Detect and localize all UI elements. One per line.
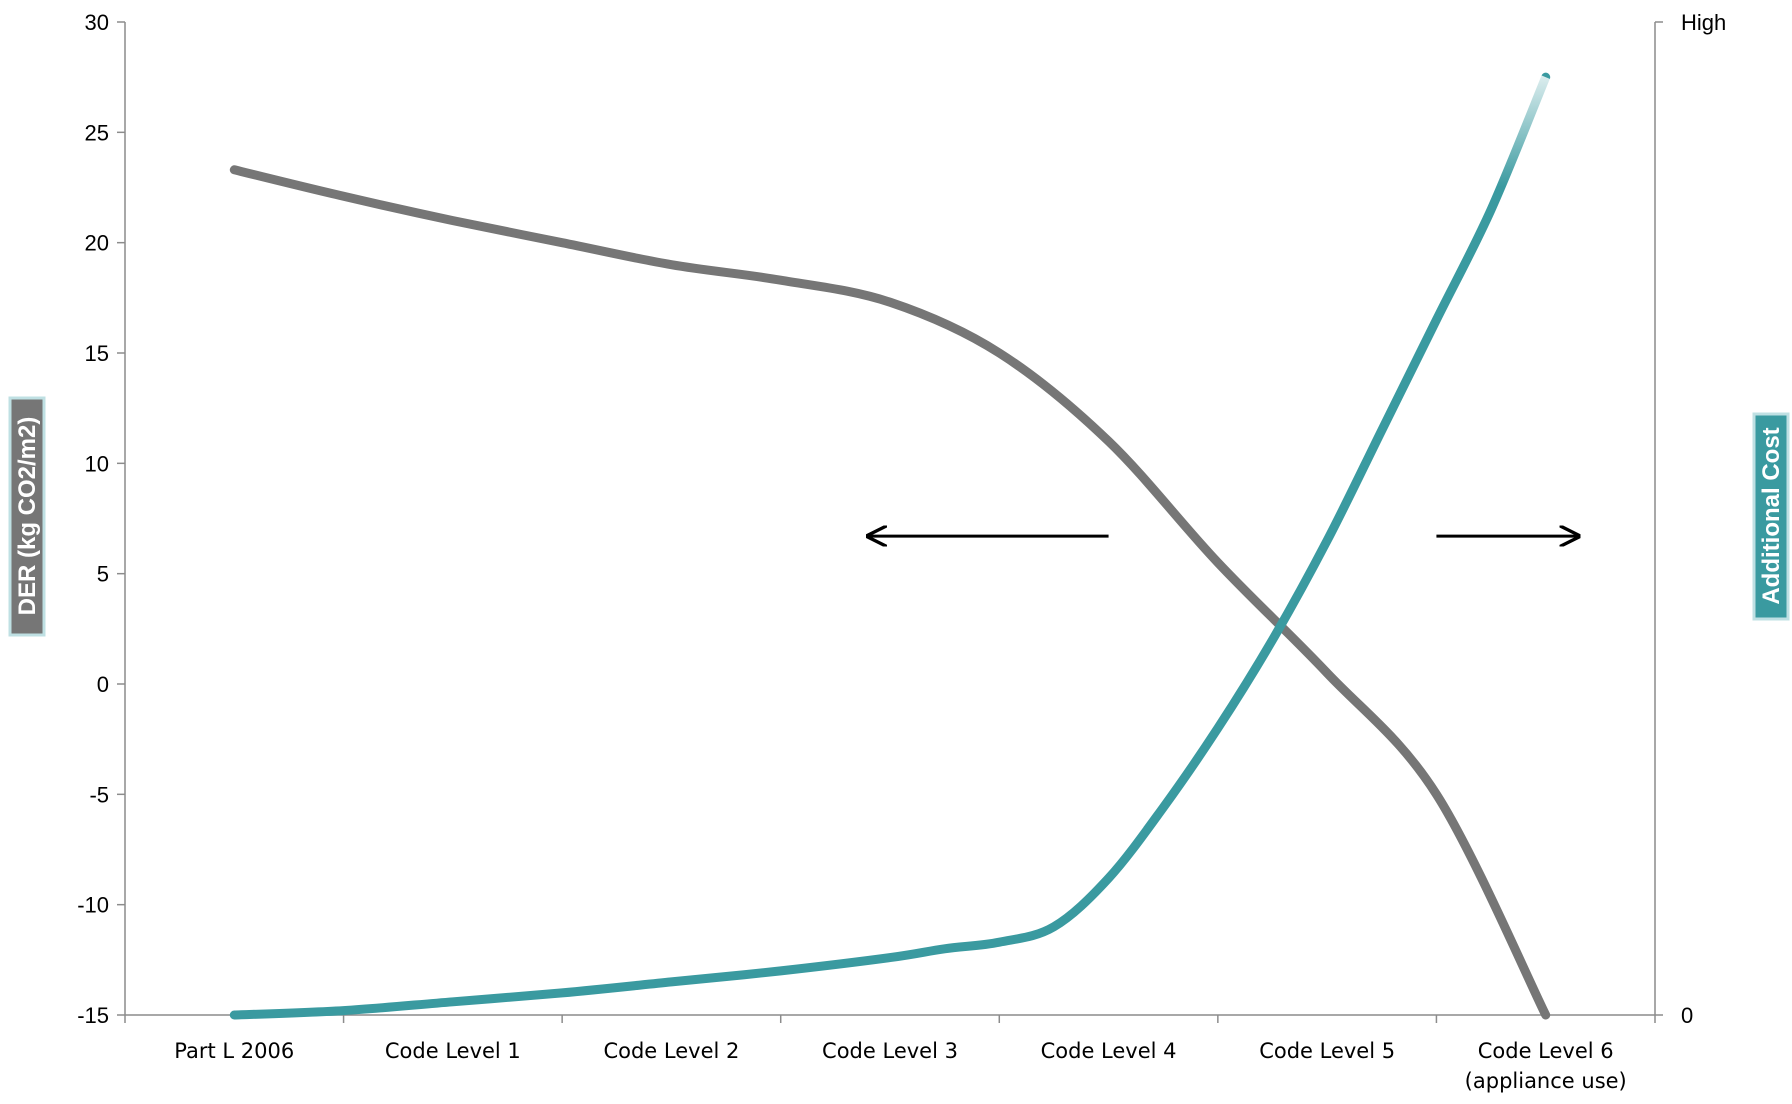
y-tick-label: 20 <box>85 231 109 256</box>
x-tick-label: Code Level 4 <box>1041 1039 1177 1063</box>
y-axis-title: DER (kg CO2/m2) <box>8 396 46 637</box>
y-tick-label: -10 <box>77 893 109 918</box>
y-tick-label: 0 <box>97 672 109 697</box>
series-line-additional-cost <box>229 72 1551 1020</box>
axes <box>117 21 1663 1023</box>
y-tick-label: 5 <box>97 562 109 587</box>
x-tick-label: Code Level 5 <box>1259 1039 1395 1063</box>
y-tick-label: 15 <box>85 341 109 366</box>
y2-axis-title: Additional Cost <box>1752 412 1790 621</box>
x-tick-label: Part L 2006 <box>174 1039 294 1063</box>
y2-tick-label: 0 <box>1681 1003 1693 1028</box>
y-tick-label: -5 <box>89 782 109 807</box>
y-tick-label: 10 <box>85 451 109 476</box>
series-fade <box>1431 74 1552 323</box>
y-tick-label: -15 <box>77 1003 109 1028</box>
series-line-der <box>229 165 1551 1020</box>
x-tick-label: Code Level 3 <box>822 1039 958 1063</box>
y-axis-title-text: DER (kg CO2/m2) <box>14 417 41 616</box>
series-lines <box>229 72 1552 1020</box>
y2-tick-label: High <box>1681 10 1726 35</box>
x-tick-label: Code Level 2 <box>603 1039 739 1063</box>
y-tick-label: 25 <box>85 120 109 145</box>
y2-axis-title-text: Additional Cost <box>1758 427 1785 604</box>
x-tick-label: Code Level 1 <box>385 1039 521 1063</box>
x-tick-label: Code Level 6 (appliance use) <box>1465 1039 1627 1093</box>
axis-labels: 30 25 20 15 10 5 0 -5 -10 -15 High 0 Part L 2006 Code… <box>77 10 1726 1093</box>
y-tick-label: 30 <box>85 10 109 35</box>
